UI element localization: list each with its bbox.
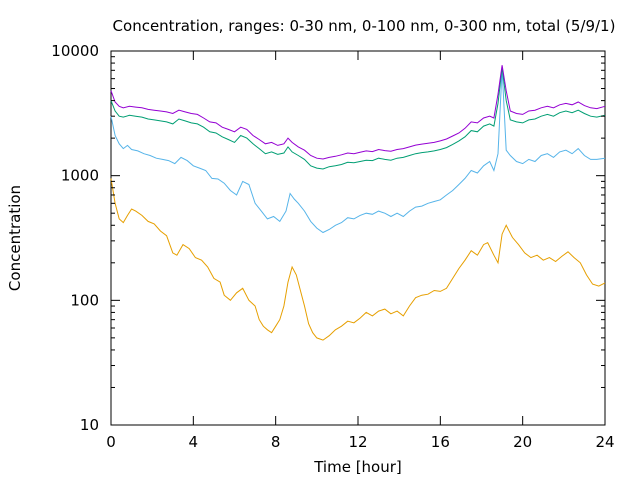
x-axis: 0 4 8 12 16 20 24 [106,51,615,451]
x-tick-label: 8 [271,433,281,451]
x-axis-label: Time [hour] [313,458,402,476]
series-line-1 [110,178,606,341]
x-tick-label: 20 [513,433,532,451]
series-line-2 [110,68,606,234]
series-layer [110,65,606,341]
x-tick-label: 0 [106,433,116,451]
y-axis-label: Concentration [6,185,24,291]
x-tick-label: 12 [348,433,367,451]
series-line-3 [110,67,606,170]
y-tick-label: 10 [80,416,99,434]
plot-frame [110,50,606,426]
x-tick-label: 4 [189,433,199,451]
y-tick-label: 10000 [51,42,99,60]
y-tick-label: 100 [70,291,99,309]
y-axis: 10 100 1000 10000 [51,42,605,434]
x-tick-label: 24 [595,433,614,451]
plot-area [110,50,606,426]
series-line-4 [110,65,606,160]
y-tick-label: 1000 [61,167,99,185]
chart-title: Concentration, ranges: 0-30 nm, 0-100 nm… [113,17,616,35]
x-tick-label: 16 [431,433,450,451]
